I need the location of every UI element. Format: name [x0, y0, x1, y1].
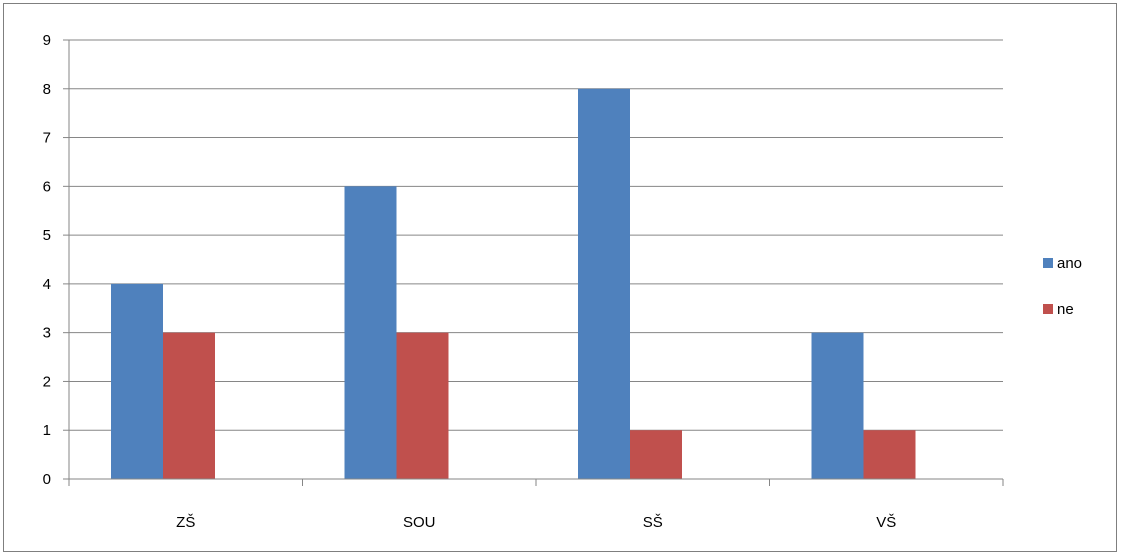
chart-frame: 0 1 2 3 4 5 6 7 8 9 ZŠ SOU SŠ VŠ ano ne — [3, 3, 1117, 552]
legend-label-ano: ano — [1057, 255, 1082, 272]
y-tick-label-5: 5 — [43, 227, 51, 244]
bars — [111, 88, 916, 480]
y-tick-label-3: 3 — [43, 325, 51, 342]
axes — [63, 39, 1004, 486]
y-tick-label-4: 4 — [43, 276, 51, 293]
x-tick-label-2: SŠ — [643, 514, 663, 531]
x-tick-label-3: VŠ — [876, 514, 896, 531]
legend-label-ne: ne — [1057, 301, 1074, 318]
x-tick-labels: ZŠ SOU SŠ VŠ — [176, 514, 896, 531]
legend: ano ne — [1043, 255, 1082, 318]
y-tick-label-2: 2 — [43, 373, 51, 390]
bar-ano-2 — [578, 88, 630, 480]
y-tick-label-0: 0 — [43, 471, 51, 488]
bar-ano-0 — [111, 283, 163, 479]
bar-ne-2 — [630, 430, 682, 479]
y-tick-label-6: 6 — [43, 178, 51, 195]
bar-ne-0 — [163, 332, 215, 479]
bar-ano-3 — [811, 332, 864, 479]
x-tick-label-0: ZŠ — [176, 514, 195, 531]
y-tick-label-1: 1 — [43, 422, 51, 439]
bar-chart: 0 1 2 3 4 5 6 7 8 9 ZŠ SOU SŠ VŠ ano ne — [43, 32, 1082, 531]
bar-ne-1 — [396, 332, 449, 479]
x-tick-label-1: SOU — [403, 514, 436, 531]
bar-ano-1 — [344, 186, 397, 480]
y-tick-labels: 0 1 2 3 4 5 6 7 8 9 — [43, 32, 51, 488]
y-tick-label-8: 8 — [43, 81, 51, 98]
legend-swatch-ano — [1043, 258, 1053, 268]
bar-ne-3 — [863, 430, 916, 479]
gridlines — [69, 39, 1003, 431]
y-tick-label-7: 7 — [43, 130, 51, 147]
legend-swatch-ne — [1043, 304, 1053, 314]
y-tick-label-9: 9 — [43, 32, 51, 49]
